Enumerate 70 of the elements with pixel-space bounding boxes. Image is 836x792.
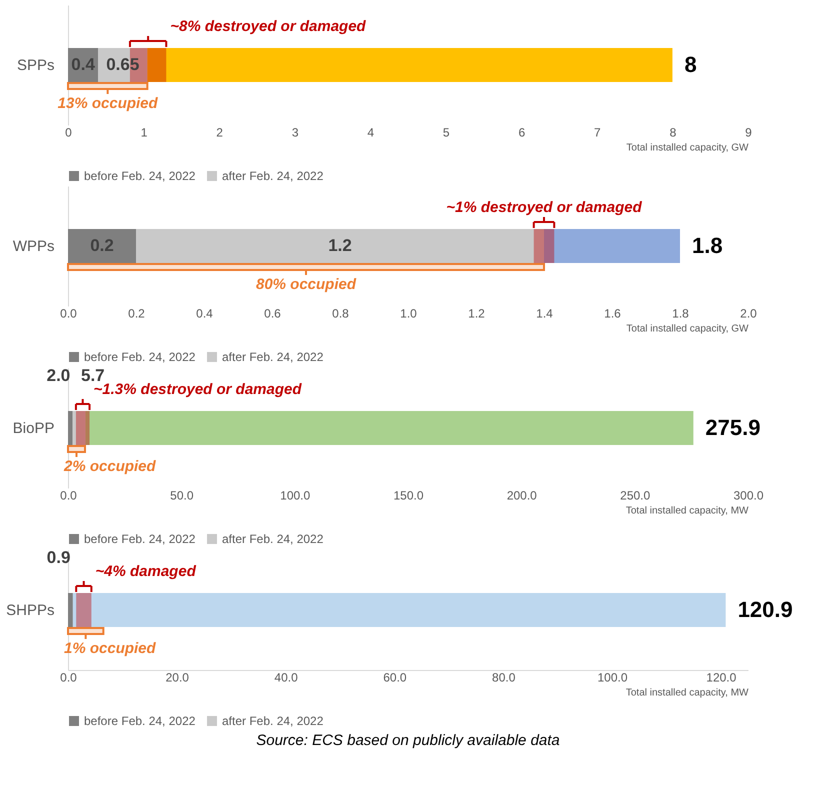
x-tick-label: 150.0 xyxy=(393,488,424,502)
x-tick-label: 4 xyxy=(367,126,374,140)
legend-label: after Feb. 24, 2022 xyxy=(222,532,324,546)
x-axis-title: Total installed capacity, GW xyxy=(626,324,750,334)
total-label: 1.8 xyxy=(692,233,723,258)
total-label: 275.9 xyxy=(705,415,760,440)
x-tick-label: 1.0 xyxy=(400,306,418,320)
legend-label: before Feb. 24, 2022 xyxy=(84,532,196,546)
x-tick-label: 60.0 xyxy=(383,670,407,684)
x-tick-label: 20.0 xyxy=(166,670,190,684)
x-tick-label: 300.0 xyxy=(733,488,764,502)
band-label: 1% occupied xyxy=(64,640,157,657)
x-axis-title: Total installed capacity, GW xyxy=(626,142,750,154)
x-tick-label: 6 xyxy=(518,126,526,140)
x-tick-label: 200.0 xyxy=(506,488,538,502)
x-tick-label: 80.0 xyxy=(492,670,516,684)
band-label: 2% occupied xyxy=(63,458,157,475)
x-tick-label: 8 xyxy=(670,126,677,140)
x-tick-label: 1.2 xyxy=(468,306,486,320)
band-label: ~1% destroyed or damaged xyxy=(446,199,643,216)
band-label: 80% occupied xyxy=(256,276,357,293)
x-tick-label: 50.0 xyxy=(170,488,194,502)
x-tick-label: 1 xyxy=(140,126,148,140)
x-tick-label: 0.0 xyxy=(60,306,78,320)
x-tick-label: 2.0 xyxy=(740,306,758,320)
x-tick-label: 0.6 xyxy=(264,306,282,320)
x-tick-label: 1.8 xyxy=(672,306,690,320)
band-label: ~8% destroyed or damaged xyxy=(170,18,367,35)
legend-label: before Feb. 24, 2022 xyxy=(84,350,196,364)
x-tick-label: 0.8 xyxy=(332,306,350,320)
x-axis-title: Total installed capacity, MW xyxy=(626,506,750,516)
x-tick-label: 100.0 xyxy=(280,488,311,502)
x-tick-label: 5 xyxy=(442,126,450,140)
data-label: 2.0 xyxy=(46,366,70,385)
data-label: 0.9 xyxy=(46,548,70,567)
x-tick-label: 9 xyxy=(745,126,752,140)
x-tick-label: 0 xyxy=(65,126,72,140)
total-label: 8 xyxy=(684,52,697,77)
total-label: 120.9 xyxy=(738,597,793,622)
x-tick-label: 100.0 xyxy=(597,670,628,684)
legend-label: after Feb. 24, 2022 xyxy=(222,714,324,728)
y-tick-label: BioPP xyxy=(12,420,54,437)
x-tick-label: 3 xyxy=(292,126,299,140)
x-tick-label: 40.0 xyxy=(274,670,298,684)
x-tick-label: 0.2 xyxy=(128,306,146,320)
x-tick-label: 250.0 xyxy=(620,488,651,502)
x-tick-label: 0.0 xyxy=(60,670,78,684)
data-label: 0.4 xyxy=(71,55,96,74)
x-tick-label: 0.4 xyxy=(196,306,214,320)
x-tick-label: 1.6 xyxy=(604,306,622,320)
y-tick-label: SPPs xyxy=(16,57,54,74)
legend-label: before Feb. 24, 2022 xyxy=(84,169,196,183)
bar xyxy=(68,411,73,445)
x-tick-label: 7 xyxy=(594,126,602,140)
legend-label: before Feb. 24, 2022 xyxy=(84,714,196,728)
x-tick-label: 120.0 xyxy=(706,670,737,684)
x-axis-title: Total installed capacity, MW xyxy=(626,688,750,698)
x-tick-label: 2 xyxy=(216,126,224,140)
band-label: 13% occupied xyxy=(58,95,159,112)
legend-label: after Feb. 24, 2022 xyxy=(222,350,324,364)
y-tick-label: SHPPs xyxy=(6,602,54,619)
source-note: Source: ECS based on publicly available data xyxy=(256,732,560,749)
legend-label: after Feb. 24, 2022 xyxy=(222,169,324,183)
y-tick-label: WPPs xyxy=(12,238,54,255)
bar xyxy=(68,229,136,263)
data-label: 1.2 xyxy=(328,236,352,255)
x-tick-label: 0.0 xyxy=(60,488,78,502)
band-label: ~4% damaged xyxy=(95,563,197,580)
data-label: 0.2 xyxy=(90,236,114,255)
x-tick-label: 1.4 xyxy=(536,306,554,320)
